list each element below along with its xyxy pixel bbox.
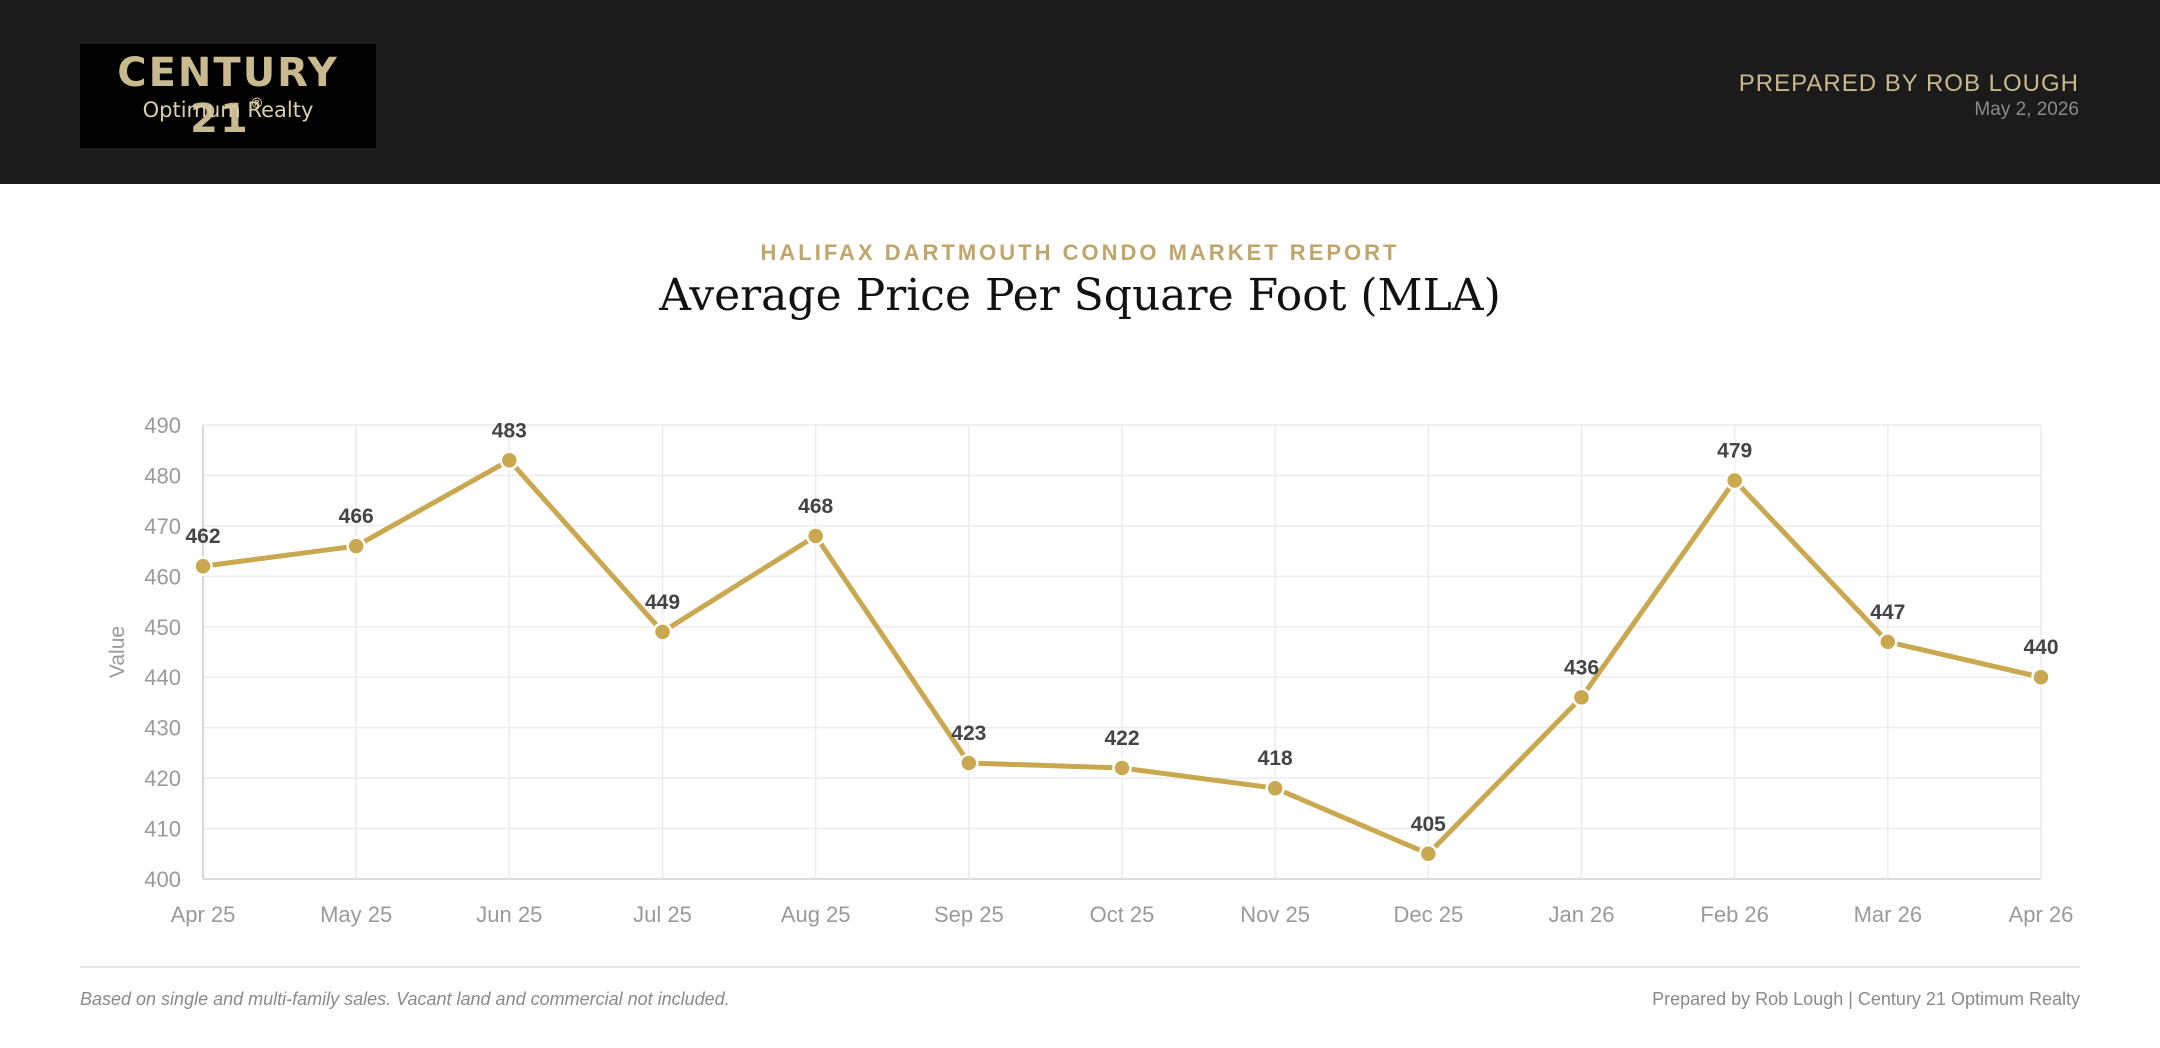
data-point (652, 622, 673, 642)
y-tick-label: 480 (144, 463, 181, 488)
report-date: May 2, 2026 (1974, 99, 2079, 120)
y-tick-label: 470 (144, 514, 181, 539)
y-tick-label: 430 (144, 716, 181, 741)
data-label: 422 (1104, 727, 1139, 750)
data-label: 468 (798, 495, 833, 518)
data-point (1265, 778, 1285, 798)
y-tick-label: 400 (144, 867, 181, 892)
data-label: 449 (645, 591, 680, 614)
x-tick-label: Apr 25 (171, 902, 236, 927)
y-tick-label: 490 (144, 413, 181, 438)
data-point (959, 753, 979, 773)
x-tick-label: Apr 26 (2009, 902, 2074, 927)
x-tick-label: Oct 25 (1090, 902, 1155, 927)
footer-divider (80, 966, 2080, 968)
data-label: 462 (185, 525, 220, 548)
footer-note: Based on single and multi-family sales. … (80, 989, 730, 1009)
price-per-sqft-chart: 400 410 420 430 440 450 460 470 480 490 Apr 25 May … (106, 413, 2074, 927)
x-tick-label: Jun 25 (476, 902, 542, 927)
y-axis-label: Value (106, 626, 129, 678)
logo-wordmark: CENTURY 21 (117, 50, 339, 142)
x-tick-label: Sep 25 (934, 902, 1004, 927)
data-label: 447 (1870, 601, 1905, 624)
y-tick-label: 410 (144, 817, 181, 842)
data-label: 423 (951, 722, 986, 745)
data-point (1571, 687, 1592, 708)
data-label: 440 (2023, 636, 2058, 659)
chart-title: Average Price Per Square Foot (MLA) (659, 270, 1501, 321)
y-tick-label: 450 (144, 615, 181, 640)
data-point (346, 536, 366, 556)
x-tick-label: Dec 25 (1393, 902, 1463, 927)
x-tick-label: Nov 25 (1240, 902, 1310, 927)
report-header: CENTURY 21® Optimum Realty PREPARED BY R… (0, 0, 2160, 184)
data-point (1724, 470, 1745, 491)
prepared-by: PREPARED BY ROB LOUGH (1738, 70, 2079, 97)
x-tick-label: Jul 25 (633, 902, 692, 927)
data-point (1878, 632, 1898, 652)
data-point (1112, 758, 1132, 778)
logo-subtitle: Optimum Realty (142, 98, 314, 122)
data-label: 405 (1411, 813, 1446, 836)
x-tick-label: Aug 25 (781, 902, 851, 927)
footer-credit: Prepared by Rob Lough | Century 21 Optim… (1652, 989, 2080, 1009)
x-tick-label: Feb 26 (1700, 902, 1769, 927)
y-tick-label: 460 (144, 564, 181, 589)
data-point (193, 556, 213, 576)
data-label: 483 (492, 419, 527, 442)
y-tick-label: 440 (144, 665, 181, 690)
report-eyebrow: HALIFAX DARTMOUTH CONDO MARKET REPORT (760, 240, 1400, 265)
registered-mark: ® (249, 96, 266, 112)
data-label: 436 (1564, 656, 1599, 679)
data-point (805, 526, 826, 546)
century21-logo: CENTURY 21® Optimum Realty (80, 44, 376, 148)
x-tick-label: Jan 26 (1548, 902, 1614, 927)
data-label: 479 (1717, 439, 1752, 462)
x-tick-label: Mar 26 (1854, 902, 1922, 927)
data-point (1418, 844, 1439, 864)
data-label: 466 (339, 505, 374, 528)
data-point (499, 450, 520, 471)
data-point (2031, 667, 2051, 687)
x-tick-label: May 25 (320, 902, 392, 927)
data-label: 418 (1258, 747, 1293, 770)
y-tick-label: 420 (144, 766, 181, 791)
